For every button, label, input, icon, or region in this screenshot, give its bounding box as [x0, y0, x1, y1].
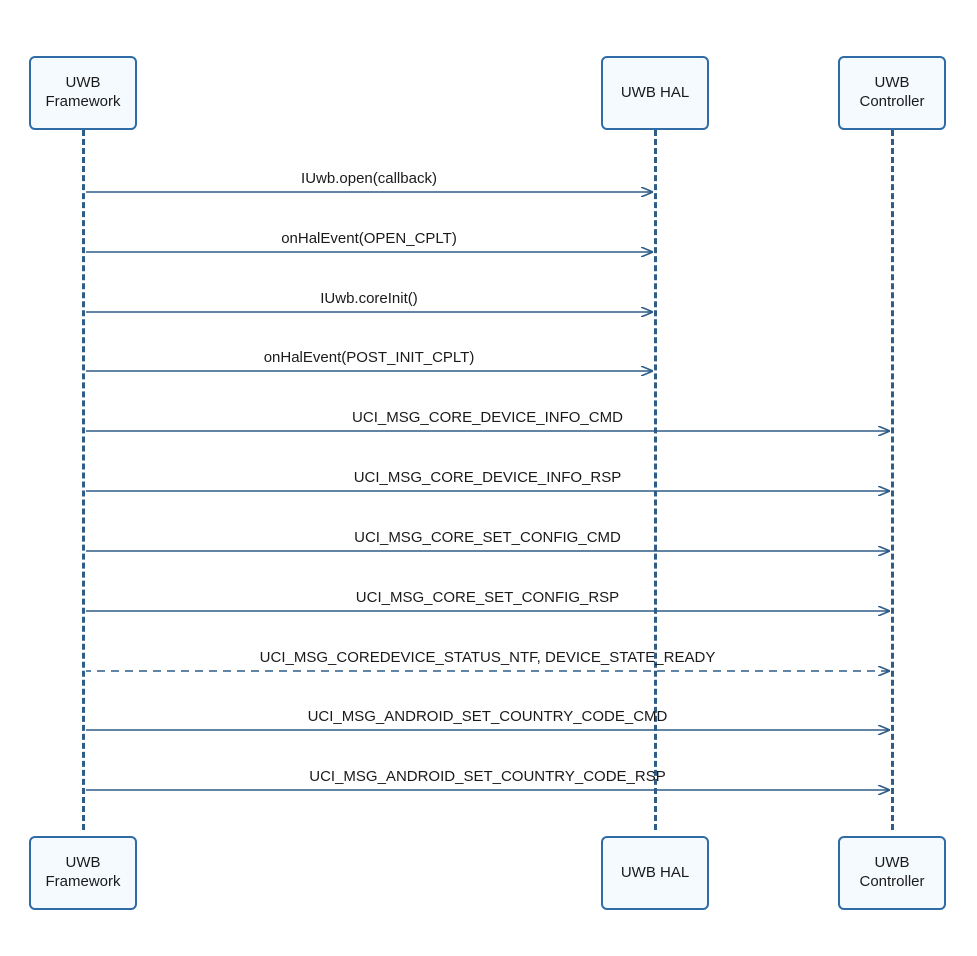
msg-label: onHalEvent(POST_INIT_CPLT): [83, 349, 655, 366]
msg-label: UCI_MSG_ANDROID_SET_COUNTRY_CODE_CMD: [83, 708, 892, 725]
msg-label: UCI_MSG_ANDROID_SET_COUNTRY_CODE_RSP: [83, 768, 892, 785]
participant-label: UWBController: [859, 854, 924, 892]
msg-label: UCI_MSG_CORE_DEVICE_INFO_RSP: [83, 469, 892, 486]
participant-box-framework-top: UWBFramework: [29, 56, 137, 130]
participant-label: UWB HAL: [621, 864, 689, 883]
msg-label: IUwb.coreInit(): [83, 290, 655, 307]
participant-box-controller-top: UWBController: [838, 56, 946, 130]
msg-label: onHalEvent(OPEN_CPLT): [83, 230, 655, 247]
msg-label: IUwb.open(callback): [83, 170, 655, 187]
participant-box-framework-bottom: UWBFramework: [29, 836, 137, 910]
msg-label: UCI_MSG_CORE_SET_CONFIG_CMD: [83, 529, 892, 546]
participant-label: UWB HAL: [621, 84, 689, 103]
msg-label: UCI_MSG_COREDEVICE_STATUS_NTF, DEVICE_ST…: [83, 649, 892, 666]
participant-label: UWBFramework: [45, 74, 120, 112]
participant-label: UWBController: [859, 74, 924, 112]
participant-box-hal-top: UWB HAL: [601, 56, 709, 130]
participant-label: UWBFramework: [45, 854, 120, 892]
participant-box-hal-bottom: UWB HAL: [601, 836, 709, 910]
participant-box-controller-bottom: UWBController: [838, 836, 946, 910]
msg-label: UCI_MSG_CORE_DEVICE_INFO_CMD: [83, 409, 892, 426]
msg-label: UCI_MSG_CORE_SET_CONFIG_RSP: [83, 589, 892, 606]
